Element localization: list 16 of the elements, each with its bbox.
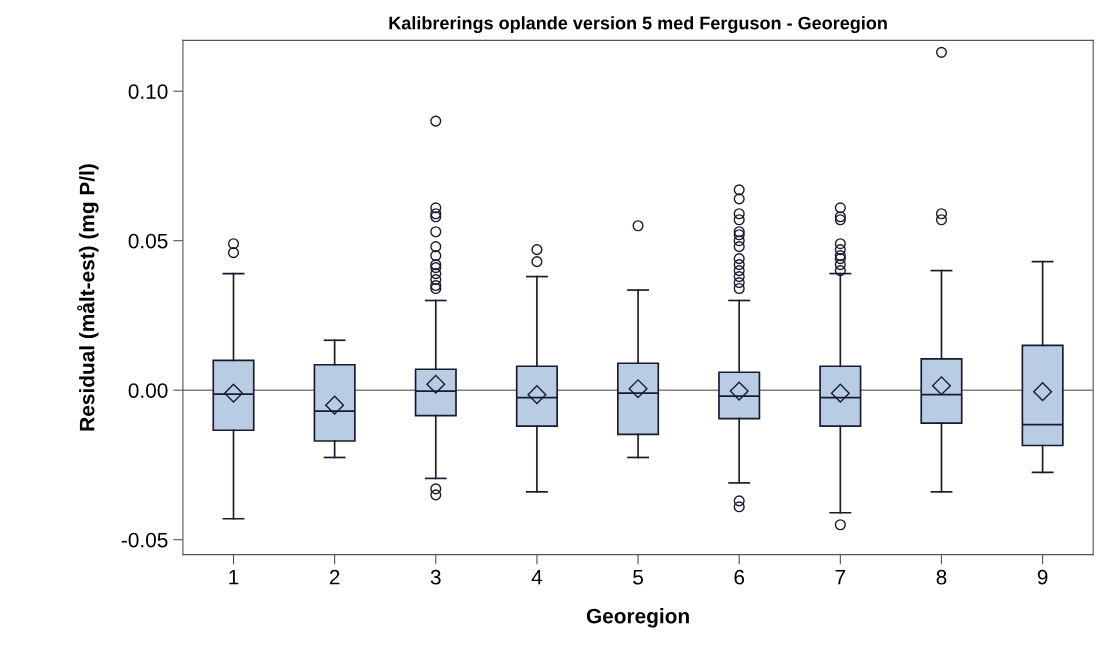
x-axis-title: Georegion	[586, 608, 689, 628]
y-axis-title: Residual (målt-est) (mg P/l)	[77, 164, 99, 431]
x-tick-label: 6	[734, 569, 745, 585]
x-tick-label: 1	[229, 570, 239, 585]
x-tick-label: 4	[531, 570, 543, 585]
x-tick-label: 5	[633, 570, 643, 585]
x-tick-label: 8	[936, 569, 947, 585]
y-tick-label: -0.05	[121, 532, 168, 548]
x-tick-label: 3	[430, 569, 441, 585]
x-tick-label: 9	[1037, 569, 1048, 585]
y-tick-label: 0.05	[128, 233, 168, 249]
chart-title: Kalibrerings oplande version 5 med Ferguson - Georegion	[389, 16, 887, 34]
x-tick-label: 7	[835, 570, 846, 585]
x-tick-label: 2	[329, 569, 340, 585]
y-tick-label: 0.10	[128, 84, 168, 99]
y-tick-label: 0.00	[128, 383, 168, 398]
